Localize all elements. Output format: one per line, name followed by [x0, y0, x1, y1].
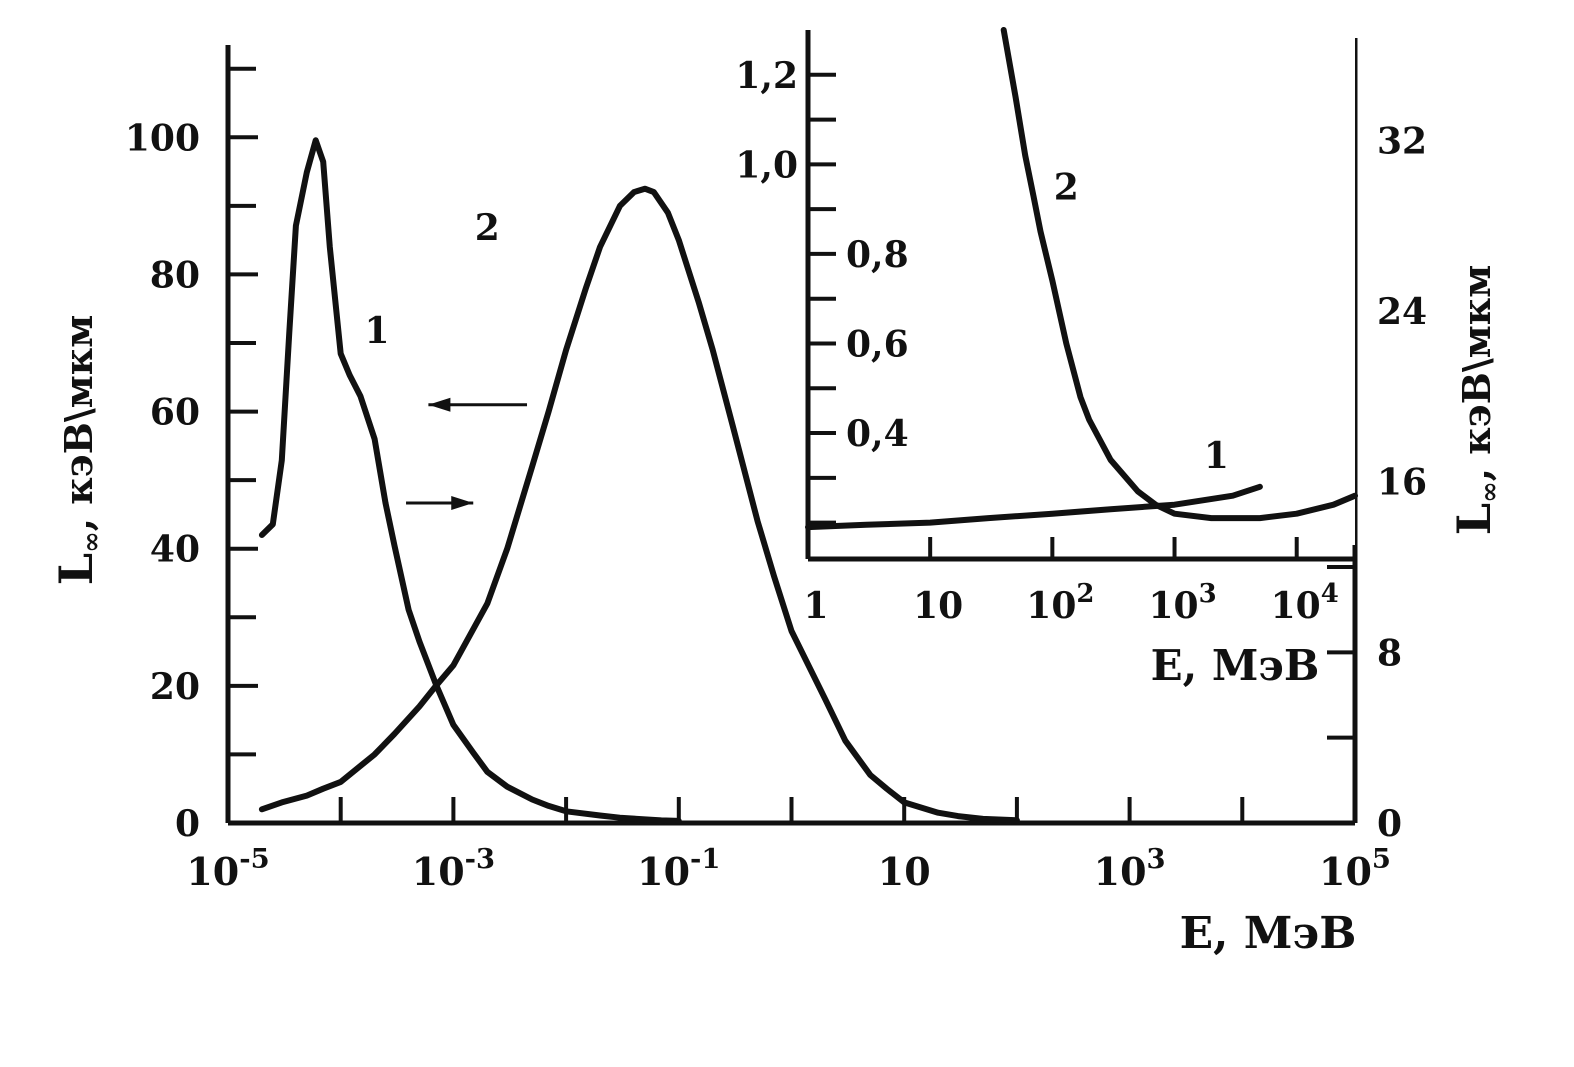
inset-x-tick-label: 1 — [803, 585, 828, 627]
left-y-tick-label: 0 — [175, 803, 200, 845]
inset-background — [808, 30, 1355, 545]
left-y-tick-label: 20 — [150, 666, 200, 708]
right-y-tick-label: 0 — [1377, 803, 1402, 845]
inset-y-tick-label: 1,0 — [735, 144, 798, 186]
inset-y-tick-label: 1,2 — [735, 55, 798, 97]
x-tick-label: 10-1 — [637, 843, 720, 894]
left-y-tick-label: 40 — [150, 529, 200, 571]
right-y-tick-label: 32 — [1377, 120, 1427, 162]
inset-series-2-line — [1000, 27, 1358, 522]
left-y-axis-label: L∞, кэВ\мкм — [49, 315, 107, 586]
inset-y-tick-label: 0,4 — [846, 413, 909, 455]
series-2-arrow-head — [428, 397, 451, 412]
inset-x-tick-label: 103 — [1148, 579, 1216, 627]
series-1-arrow-head — [451, 496, 474, 510]
inset-x-axis-label: E, МэВ — [1151, 641, 1320, 690]
inset-series-1-label: 1 — [1204, 435, 1229, 477]
inset-y-tick-label: 0,8 — [846, 234, 909, 276]
x-tick-label: 10-5 — [186, 843, 269, 894]
inset-series-1-line — [805, 483, 1263, 531]
right-y-tick-label: 16 — [1377, 462, 1427, 504]
series-1-label: 1 — [364, 310, 389, 352]
left-y-tick-label: 100 — [125, 117, 200, 159]
right-y-tick-label: 24 — [1377, 291, 1427, 333]
left-y-tick-label: 80 — [150, 254, 200, 296]
series-1-line — [258, 137, 682, 824]
x-tick-label: 10 — [878, 849, 931, 894]
series-2-label: 2 — [475, 207, 500, 249]
x-tick-label: 103 — [1094, 843, 1166, 894]
inset-series-2-label: 2 — [1054, 166, 1079, 208]
left-y-tick-label: 60 — [150, 392, 200, 434]
inset-x-tick-label: 102 — [1026, 579, 1094, 627]
right-y-tick-label: 8 — [1377, 632, 1402, 674]
x-axis-label: E, МэВ — [1180, 908, 1357, 959]
inset-x-tick-label: 10 — [913, 585, 963, 627]
inset-x-tick-label: 104 — [1271, 579, 1339, 627]
right-y-axis-label: L∞, кэВ\мкм — [1447, 265, 1505, 536]
inset-y-tick-label: 0,6 — [846, 323, 909, 365]
x-tick-label: 105 — [1319, 843, 1391, 894]
series-2-line — [258, 185, 1020, 824]
x-tick-label: 10-3 — [412, 843, 495, 894]
